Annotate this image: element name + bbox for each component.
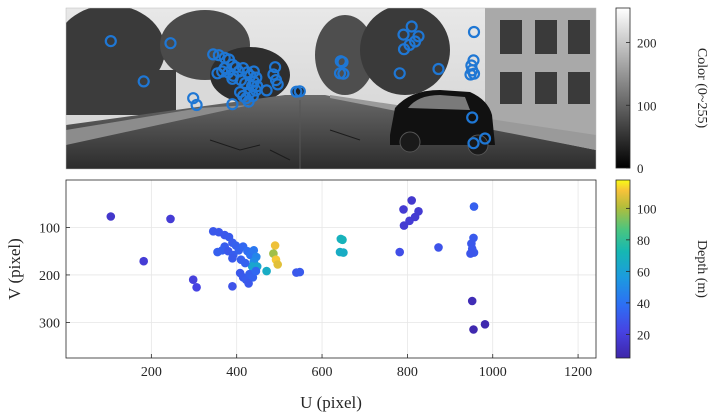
keypoint-circle <box>207 48 220 61</box>
y-tick-label: 300 <box>39 316 60 331</box>
data-point <box>166 214 175 224</box>
data-point <box>240 258 250 268</box>
keypoint-circle <box>467 25 481 39</box>
keypoint-circle <box>337 67 350 80</box>
keypoint-circle <box>478 132 492 145</box>
data-point <box>270 241 280 250</box>
keypoint-circle <box>249 84 262 97</box>
keypoint-circle <box>187 92 200 105</box>
keypoint-circle <box>137 75 150 88</box>
data-point <box>249 246 259 255</box>
depth-colorbar: 20 40 60 80 100 Depth (m) <box>615 179 709 359</box>
data-point <box>395 247 405 257</box>
data-point <box>188 275 198 285</box>
keypoint-circle <box>212 49 225 62</box>
data-point <box>338 235 347 245</box>
data-point <box>213 247 222 257</box>
data-point <box>244 279 253 288</box>
keypoint-circle <box>397 43 411 56</box>
y-tick-label: 100 <box>39 221 60 236</box>
data-point <box>228 253 237 263</box>
data-point <box>273 260 283 269</box>
data-point <box>414 207 423 216</box>
color-tick-label: 0 <box>637 161 644 176</box>
depth-tick-label: 40 <box>637 296 650 311</box>
data-point <box>228 282 237 291</box>
scatter-plot: 200 400 600 800 1000 1200 100 200 300 U (pixel)… <box>5 179 597 412</box>
data-point <box>466 249 475 258</box>
keypoint-circle <box>239 76 252 90</box>
keypoint-circle <box>271 78 284 91</box>
keypoint-circle <box>190 98 203 112</box>
color-tick-label: 100 <box>637 98 657 113</box>
color-colorbar-label: Color (0~255) <box>694 48 709 129</box>
data-point <box>262 266 271 276</box>
keypoint-circle <box>467 137 480 150</box>
keypoint-circle <box>466 111 479 124</box>
data-point <box>434 243 443 252</box>
depth-tick-label: 100 <box>637 201 657 216</box>
depth-colorbar-label: Depth (m) <box>694 240 709 298</box>
keypoint-circle <box>432 62 445 76</box>
color-tick-label: 200 <box>637 36 657 51</box>
x-axis-label: U (pixel) <box>300 393 362 412</box>
keypoint-circle <box>269 61 282 74</box>
data-point <box>251 266 261 276</box>
keypoint-circle <box>405 20 418 33</box>
keypoint-circle <box>243 86 256 100</box>
x-tick-label: 1200 <box>564 365 592 380</box>
keypoint-circle <box>104 34 117 48</box>
color-colorbar: 0 100 200 Color (0~255) <box>615 7 709 176</box>
data-point <box>295 267 305 277</box>
data-point <box>106 212 116 221</box>
x-tick-label: 1000 <box>479 365 507 380</box>
y-tick-label: 200 <box>39 269 60 284</box>
data-point <box>480 320 490 329</box>
depth-tick-label: 20 <box>637 327 650 342</box>
street-image <box>66 8 596 169</box>
keypoint-circle <box>397 28 410 41</box>
data-points <box>106 196 490 334</box>
keypoint-circle <box>293 85 306 98</box>
keypoint-circle <box>242 95 255 108</box>
data-point <box>467 296 477 306</box>
keypoint-circles <box>104 20 492 150</box>
data-point <box>469 325 478 334</box>
keypoint-circle <box>412 30 425 43</box>
keypoint-circle <box>226 72 239 85</box>
data-point <box>399 205 408 214</box>
keypoint-circle <box>226 98 239 111</box>
data-point <box>407 196 417 205</box>
data-point <box>192 283 201 292</box>
data-point <box>139 256 148 266</box>
keypoint-circle <box>241 66 254 79</box>
keypoint-circle <box>336 55 349 69</box>
keypoint-circle <box>464 68 477 81</box>
grid-lines <box>66 180 596 358</box>
data-point <box>469 202 479 211</box>
x-axis-ticks: 200 400 600 800 1000 1200 <box>141 354 592 380</box>
x-tick-label: 200 <box>141 365 162 380</box>
y-axis-label: V (pixel) <box>5 238 24 300</box>
data-point <box>399 221 409 230</box>
keypoint-circle <box>393 67 406 80</box>
x-tick-label: 800 <box>397 365 418 380</box>
depth-tick-label: 60 <box>637 264 650 279</box>
x-tick-label: 400 <box>226 365 247 380</box>
x-tick-label: 600 <box>312 365 333 380</box>
plot-frame <box>65 179 597 359</box>
y-axis-ticks: 100 200 300 <box>39 221 70 331</box>
data-point <box>339 248 348 257</box>
depth-tick-label: 80 <box>637 233 650 248</box>
keypoint-circle <box>164 37 177 50</box>
